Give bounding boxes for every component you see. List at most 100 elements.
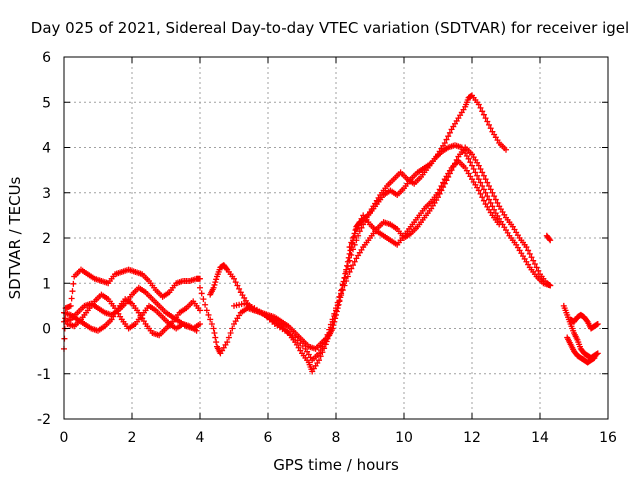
data-point-marker — [232, 279, 239, 286]
data-point-marker — [225, 334, 232, 341]
data-point-marker — [441, 139, 448, 146]
data-point-marker — [331, 310, 338, 317]
data-point-marker — [484, 193, 491, 200]
y-tick-label: 1 — [42, 276, 51, 292]
data-point-marker — [479, 108, 486, 115]
data-point-marker — [344, 273, 351, 280]
data-point-marker — [211, 281, 218, 288]
data-point-marker — [68, 295, 75, 302]
y-tick-label: -1 — [37, 367, 51, 383]
data-series — [64, 291, 200, 334]
data-point-marker — [207, 316, 214, 323]
data-series — [231, 142, 554, 364]
data-point-marker — [343, 268, 350, 275]
data-point-marker — [530, 257, 537, 264]
data-point-marker — [479, 169, 486, 176]
data-point-marker — [333, 305, 339, 312]
data-point-marker — [436, 186, 443, 193]
data-point-marker — [547, 282, 554, 289]
data-point-marker — [594, 350, 601, 357]
data-point-marker — [321, 340, 328, 347]
data-points — [61, 92, 601, 375]
data-point-marker — [344, 263, 351, 270]
data-point-marker — [477, 104, 484, 111]
data-point-marker — [351, 258, 358, 265]
data-point-marker — [210, 325, 217, 332]
data-point-marker — [475, 176, 482, 183]
data-point-marker — [480, 186, 487, 193]
data-point-marker — [489, 189, 496, 196]
data-point-marker — [475, 162, 482, 169]
data-point-marker — [356, 228, 363, 235]
data-point-marker — [525, 247, 532, 254]
data-point-marker — [212, 334, 219, 341]
data-point-marker — [486, 182, 492, 189]
data-point-marker — [352, 227, 359, 234]
ticks — [63, 56, 609, 420]
data-point-marker — [351, 230, 358, 237]
data-point-marker — [355, 222, 362, 229]
data-point-marker — [465, 155, 472, 162]
data-point-marker — [210, 284, 217, 291]
data-point-marker — [231, 275, 237, 282]
data-point-marker — [319, 343, 326, 350]
data-point-marker — [67, 302, 74, 309]
data-point-marker — [482, 189, 489, 196]
data-point-marker — [496, 221, 503, 228]
data-point-marker — [443, 136, 450, 143]
data-point-marker — [479, 194, 486, 201]
data-point-marker — [487, 125, 494, 132]
data-point-marker — [531, 261, 538, 268]
data-point-marker — [213, 276, 220, 283]
data-point-marker — [322, 336, 329, 343]
data-point-marker — [494, 199, 501, 206]
x-tick-label: 8 — [332, 430, 341, 446]
data-point-marker — [487, 186, 494, 193]
data-point-marker — [355, 232, 362, 239]
grid — [64, 57, 608, 419]
data-point-marker — [193, 327, 200, 334]
data-point-marker — [480, 197, 487, 204]
data-series — [560, 302, 601, 361]
data-point-marker — [526, 250, 533, 257]
data-point-marker — [213, 339, 220, 346]
chart-title: Day 025 of 2021, Sidereal Day-to-day VTE… — [31, 19, 629, 37]
x-tick-label: 2 — [128, 430, 137, 446]
data-point-marker — [591, 354, 598, 361]
data-point-marker — [346, 244, 353, 251]
data-point-marker — [486, 121, 492, 128]
data-point-marker — [350, 235, 356, 241]
x-tick-label: 12 — [463, 430, 481, 446]
data-point-marker — [480, 172, 487, 179]
data-point-marker — [482, 176, 489, 183]
data-point-marker — [316, 357, 322, 364]
data-series — [346, 158, 503, 251]
x-tick-label: 10 — [395, 430, 413, 446]
data-point-marker — [435, 189, 441, 196]
x-tick-label: 6 — [264, 430, 273, 446]
data-point-marker — [198, 290, 205, 297]
data-point-marker — [491, 193, 498, 200]
data-point-marker — [348, 239, 355, 246]
data-point-marker — [197, 320, 203, 327]
data-point-marker — [438, 182, 445, 189]
data-point-marker — [346, 257, 353, 264]
data-point-marker — [487, 199, 494, 206]
data-point-marker — [336, 293, 343, 300]
data-point-marker — [203, 307, 210, 314]
data-point-marker — [480, 111, 487, 118]
data-point-marker — [234, 282, 241, 289]
y-tick-label: 0 — [42, 322, 51, 338]
data-point-marker — [211, 330, 218, 337]
data-point-marker — [469, 162, 475, 169]
y-tick-label: 6 — [42, 50, 51, 66]
data-point-marker — [325, 332, 332, 339]
data-point-marker — [200, 296, 207, 303]
x-tick-label: 4 — [196, 430, 205, 446]
data-point-marker — [324, 331, 331, 338]
data-series — [564, 334, 598, 366]
data-point-marker — [350, 246, 356, 253]
data-point-marker — [535, 267, 542, 274]
